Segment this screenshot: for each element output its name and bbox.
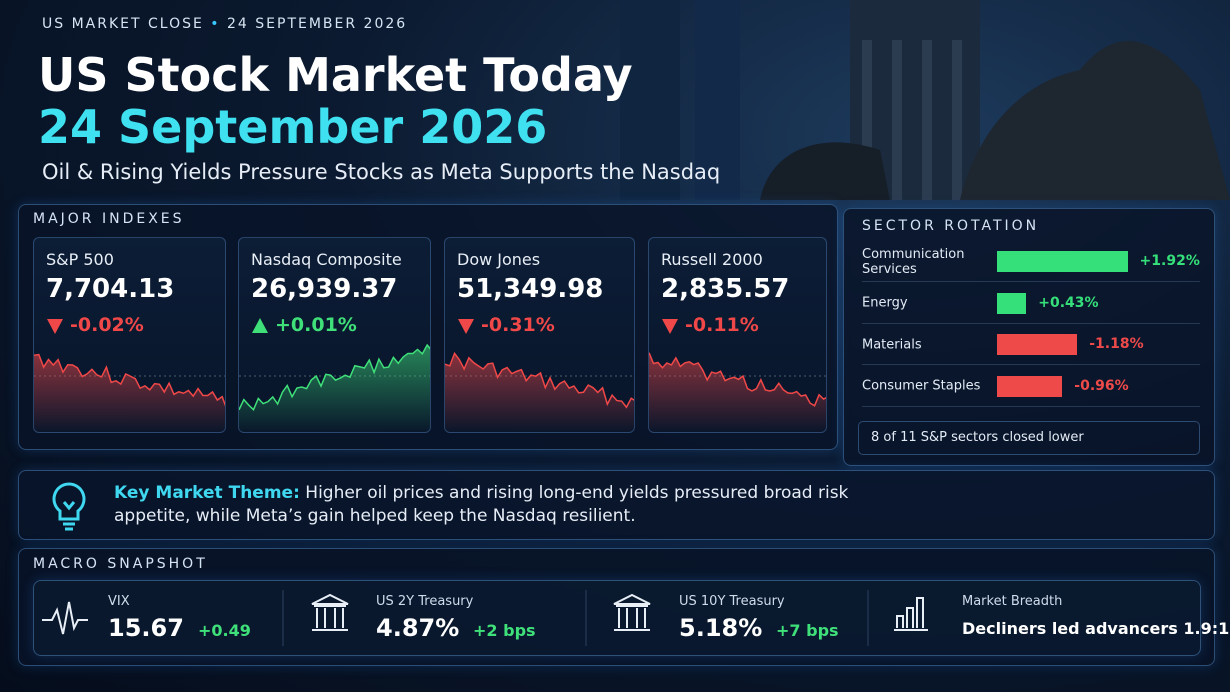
index-name: Russell 2000 (661, 250, 763, 269)
index-change: +0.01% (275, 314, 357, 336)
macro-name: Market Breadth (962, 594, 1063, 609)
sparkline (239, 343, 430, 432)
sector-row: Consumer Staples -0.96% (862, 367, 1200, 407)
sector-name: Energy (862, 295, 908, 311)
index-value: 51,349.98 (457, 274, 604, 304)
sector-name: Materials (862, 337, 922, 352)
sector-label: -1.18% (1089, 336, 1144, 352)
sector-bar (997, 251, 1128, 272)
sector-row: Energy +0.43% (862, 284, 1200, 324)
index-value: 7,704.13 (46, 274, 175, 304)
index-change: -0.02% (70, 314, 144, 336)
index-value: 26,939.37 (251, 274, 398, 304)
background-scene (620, 0, 1230, 200)
sector-row: Materials -1.18% (862, 325, 1200, 365)
title: US Stock Market Today (38, 48, 633, 102)
up-arrow (252, 318, 268, 333)
index-name: Dow Jones (457, 250, 541, 269)
macro-value: Decliners led advancers 1.9:1 (962, 619, 1230, 638)
macro-name: US 10Y Treasury (679, 594, 785, 609)
index-change: -0.11% (685, 314, 759, 336)
macro-change: +7 bps (776, 621, 839, 640)
kicker: US MARKET CLOSE • 24 SEPTEMBER 2026 (42, 16, 408, 32)
bulb-icon (52, 482, 86, 531)
sector-label: -0.96% (1074, 377, 1129, 394)
macro-value: 4.87% (376, 614, 460, 642)
subtitle: Oil & Rising Yields Pressure Stocks as M… (42, 160, 721, 184)
index-card: S&P 500 7,704.13 -0.02% (33, 237, 226, 433)
sector-label: +0.43% (1038, 294, 1099, 311)
macro-change: +2 bps (473, 621, 536, 640)
macro-icons (42, 590, 928, 646)
index-card: Russell 2000 2,835.57 -0.11% (648, 237, 827, 433)
sector-row: Communication Services +1.92% (862, 242, 1200, 282)
kicker-date: 24 SEPTEMBER 2026 (227, 16, 408, 32)
sparkline (34, 353, 225, 432)
panel-title: MACRO SNAPSHOT (33, 556, 208, 572)
index-name: S&P 500 (46, 250, 114, 269)
sector-name: Communication Services (862, 246, 965, 277)
theme-panel (18, 470, 1215, 540)
macro-value: 15.67 (108, 614, 184, 642)
panel-title: SECTOR ROTATION (862, 218, 1040, 234)
down-arrow (662, 319, 678, 334)
sparkline (445, 351, 634, 432)
index-name: Nasdaq Composite (251, 250, 402, 269)
index-change: -0.31% (481, 314, 555, 336)
macro-change: +0.49 (198, 621, 251, 640)
sector-bar (997, 292, 1027, 314)
theme-text: Key Market Theme: Higher oil prices and … (114, 482, 904, 528)
title-date: 24 September 2026 (38, 100, 548, 154)
sector-label: +1.92% (1139, 253, 1200, 269)
macro-name: US 2Y Treasury (376, 594, 474, 609)
macro-value: 5.18% (679, 614, 763, 642)
index-card: Nasdaq Composite 26,939.37 +0.01% (238, 237, 431, 433)
macro-box (33, 580, 1201, 656)
panel-title: MAJOR INDEXES (33, 211, 185, 227)
sector-name: Consumer Staples (862, 378, 981, 394)
theme-body: Higher oil prices and rising long-end yi… (114, 483, 849, 526)
sector-note: 8 of 11 S&P sectors closed lower (858, 421, 1200, 455)
index-value: 2,835.57 (661, 274, 790, 304)
sector-bar (997, 375, 1063, 397)
kicker-text: US MARKET CLOSE (42, 16, 204, 32)
theme-label: Key Market Theme: (114, 483, 300, 503)
down-arrow (47, 319, 63, 334)
index-card: Dow Jones 51,349.98 -0.31% (444, 237, 635, 433)
sector-bar (997, 334, 1078, 355)
sparkline (649, 352, 826, 432)
down-arrow (458, 319, 474, 334)
macro-name: VIX (108, 594, 130, 609)
